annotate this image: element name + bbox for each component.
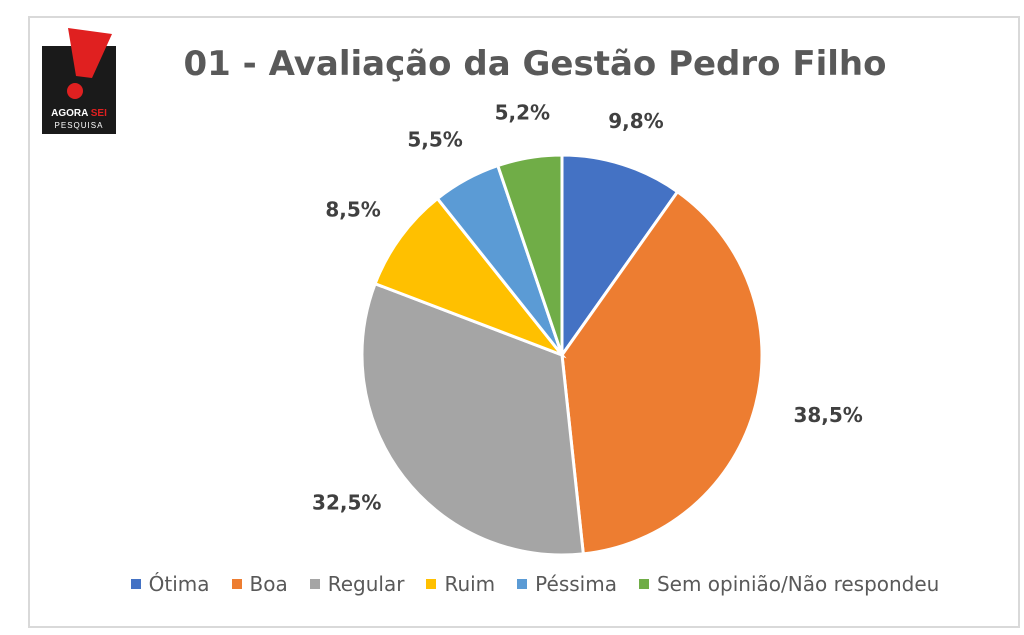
legend-label-2: Regular xyxy=(327,572,405,596)
data-label-2: 32,5% xyxy=(312,490,381,514)
logo-wordmark: AGORA SEI xyxy=(51,108,107,119)
pie-slice-3 xyxy=(373,196,567,359)
legend-item-5: Sem opinião/Não respondeu xyxy=(638,572,940,596)
exclamation-logo-icon xyxy=(42,28,116,134)
pie-slice-1 xyxy=(560,189,764,556)
legend-swatch-3 xyxy=(426,579,437,589)
legend-label-0: Ótima xyxy=(148,572,210,596)
data-label-0: 9,8% xyxy=(608,109,663,133)
chart-legend: Ótima Boa Regular Ruim Péssima Sem opinião/Nã… xyxy=(0,572,1024,596)
legend-label-5: Sem opinião/Não respondeu xyxy=(656,572,940,596)
legend-swatch-2 xyxy=(309,579,320,589)
legend-swatch-0 xyxy=(130,579,141,589)
legend-swatch-5 xyxy=(638,579,649,589)
legend-item-2: Regular xyxy=(309,572,405,596)
agora-sei-logo: AGORA SEI PESQUISA xyxy=(42,28,116,134)
data-label-5: 5,2% xyxy=(495,101,550,125)
legend-item-1: Boa xyxy=(231,572,288,596)
legend-item-0: Ótima xyxy=(130,572,210,596)
data-label-1: 38,5% xyxy=(793,403,862,427)
data-label-3: 8,5% xyxy=(325,197,380,221)
legend-item-4: Péssima xyxy=(517,572,617,596)
logo-tagline: PESQUISA xyxy=(54,121,104,130)
pie-slice-2 xyxy=(360,281,585,557)
legend-label-1: Boa xyxy=(249,572,288,596)
legend-swatch-4 xyxy=(517,579,528,589)
legend-item-3: Ruim xyxy=(426,572,495,596)
pie-slice-0 xyxy=(560,153,680,360)
legend-label-4: Péssima xyxy=(535,572,617,596)
pie-slice-5 xyxy=(495,153,564,356)
data-label-4: 5,5% xyxy=(407,127,462,151)
legend-label-3: Ruim xyxy=(444,572,496,596)
legend-swatch-1 xyxy=(231,579,242,589)
chart-title: 01 - Avaliação da Gestão Pedro Filho xyxy=(183,44,887,84)
